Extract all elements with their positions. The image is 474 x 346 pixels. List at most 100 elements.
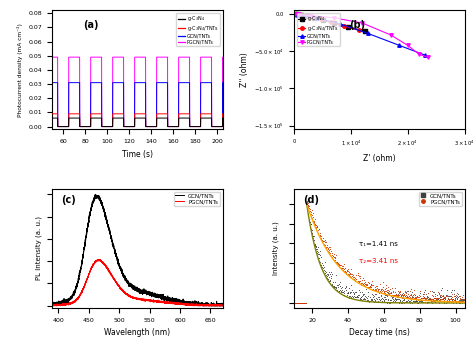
Y-axis label: Intensity (a. u.): Intensity (a. u.) [273,221,279,275]
g-C$_3$N$_4$ [345,25,351,29]
Point [435,295,443,301]
Line: PGCN/TNTs: PGCN/TNTs [293,12,429,59]
Point [302,300,310,306]
Point [316,233,323,239]
Point [304,199,311,204]
Point [353,289,360,295]
Point [393,294,401,299]
Point [313,251,321,256]
Point [441,297,448,302]
Point [389,289,397,294]
Point [333,282,341,288]
Point [351,294,358,300]
Point [401,294,409,299]
Point [416,288,424,293]
Point [316,252,324,258]
Point [375,290,383,295]
Point [397,298,404,303]
Point [365,298,373,304]
Point [411,298,419,304]
Point [311,244,319,249]
Point [453,293,460,299]
Point [425,296,432,302]
Point [396,297,404,302]
Text: τ₂=3.41 ns: τ₂=3.41 ns [359,258,398,264]
Point [292,300,299,306]
Point [386,292,394,298]
Point [410,291,418,297]
Point [439,296,447,302]
Point [452,296,459,301]
Point [439,298,447,303]
Point [371,288,379,293]
Point [293,300,301,306]
g-C$_3$N$_4$/TNTs [294,12,300,17]
Point [361,296,369,301]
Point [351,275,358,281]
Point [332,279,339,285]
Point [300,300,307,306]
Point [299,300,306,306]
Y-axis label: Z'' (ohm): Z'' (ohm) [240,53,249,87]
Point [444,296,452,301]
Point [455,298,463,304]
Point [433,298,441,303]
GCN/TNTs [337,22,342,26]
Point [410,295,418,301]
Point [294,300,302,306]
Point [379,299,386,305]
Point [456,297,464,303]
Point [440,300,448,306]
Point [403,291,410,296]
Point [387,298,394,303]
Point [339,265,347,270]
Point [378,298,386,303]
Point [374,299,382,304]
Point [412,299,420,304]
Point [430,295,438,301]
Point [443,293,450,298]
Point [317,234,325,239]
Point [435,290,442,296]
Point [446,293,454,299]
Point [327,254,335,259]
Point [300,300,308,306]
Point [318,262,325,268]
Point [429,290,437,295]
Point [392,291,400,297]
Point [394,292,402,298]
Point [443,293,451,298]
Point [329,254,337,259]
Point [352,276,360,282]
Point [450,292,458,297]
Point [375,286,383,292]
Point [308,231,316,237]
Point [416,298,424,304]
Point [449,297,456,302]
Point [421,297,428,302]
Point [306,209,314,214]
Point [445,296,452,302]
Point [384,296,392,302]
PGCN/TNTs [405,43,410,47]
Point [423,294,431,300]
Point [449,299,457,304]
Point [387,290,394,296]
Point [408,287,415,292]
Point [330,251,337,256]
Point [324,276,332,282]
Point [365,298,373,304]
Point [342,269,349,274]
Point [324,273,331,278]
Point [310,233,318,238]
Point [451,298,459,304]
Point [326,247,333,252]
Point [426,298,433,303]
Point [392,292,399,298]
Point [368,279,376,284]
Point [359,275,366,281]
Point [300,300,307,306]
Point [334,259,341,265]
Point [342,269,349,274]
Point [454,291,462,297]
